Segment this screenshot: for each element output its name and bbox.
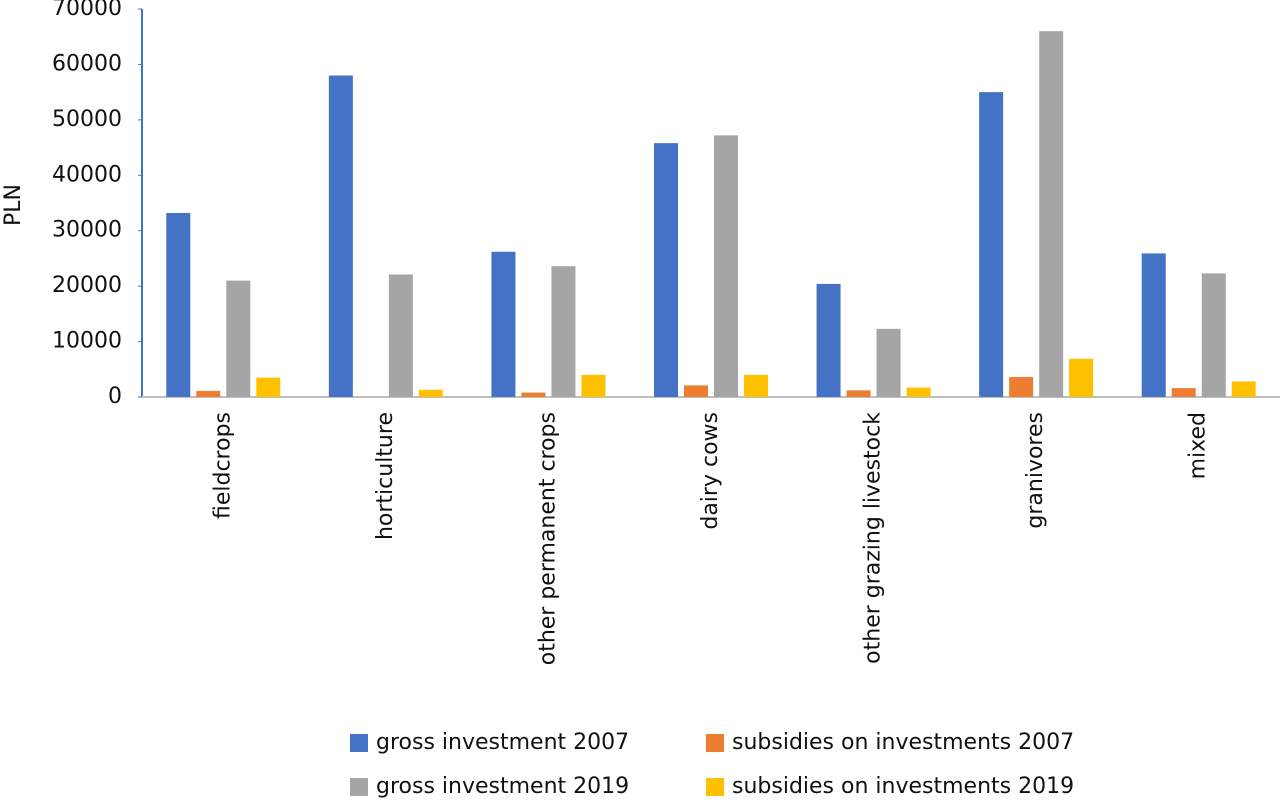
bar <box>491 251 516 397</box>
y-tick-label: 60000 <box>52 51 122 76</box>
legend-swatch <box>350 734 368 752</box>
bar <box>1201 273 1226 397</box>
bar <box>906 387 931 397</box>
bar <box>521 392 546 397</box>
x-tick-label: dairy cows <box>698 412 723 530</box>
bar <box>388 274 413 397</box>
legend-label: subsidies on investments 2007 <box>732 730 1074 755</box>
legend-label: gross investment 2019 <box>376 774 629 799</box>
bar <box>1171 388 1196 397</box>
bar <box>876 328 901 397</box>
bar <box>196 390 221 397</box>
x-tick-label: other grazing livestock <box>861 412 886 664</box>
legend-swatch <box>706 778 724 796</box>
bar <box>1069 358 1094 397</box>
bar <box>714 135 738 397</box>
y-tick-label: 10000 <box>52 329 122 354</box>
legend-swatch <box>706 734 724 752</box>
bar <box>581 374 606 397</box>
bar <box>654 143 678 397</box>
x-tick-label: mixed <box>1186 412 1211 479</box>
y-tick-label: 0 <box>108 384 122 409</box>
bar <box>328 75 353 397</box>
x-tick-label: fieldcrops <box>210 412 235 519</box>
y-tick-label: 30000 <box>52 218 122 243</box>
bar <box>979 92 1004 398</box>
bar <box>846 390 871 397</box>
bar <box>1039 31 1064 398</box>
y-tick-label: 50000 <box>52 107 122 132</box>
x-tick-label: other permanent crops <box>535 412 560 665</box>
bar <box>551 266 576 397</box>
bar <box>744 374 768 397</box>
bar <box>418 389 443 397</box>
y-tick-label: 40000 <box>52 162 122 187</box>
y-tick-label: 70000 <box>52 0 122 21</box>
legend-label: gross investment 2007 <box>376 730 629 755</box>
bar <box>256 377 281 397</box>
bar <box>166 212 191 397</box>
y-axis-label: PLN <box>1 184 26 226</box>
x-tick-label: granivores <box>1023 412 1048 529</box>
x-tick-label: horticulture <box>373 412 398 540</box>
legend-label: subsidies on investments 2019 <box>732 774 1074 799</box>
bar <box>684 385 708 397</box>
bar <box>1009 377 1034 397</box>
bar <box>1231 381 1256 397</box>
y-tick-label: 20000 <box>52 273 122 298</box>
bar <box>816 283 841 397</box>
legend-swatch <box>350 778 368 796</box>
bar <box>226 280 251 397</box>
bar <box>1141 253 1166 397</box>
